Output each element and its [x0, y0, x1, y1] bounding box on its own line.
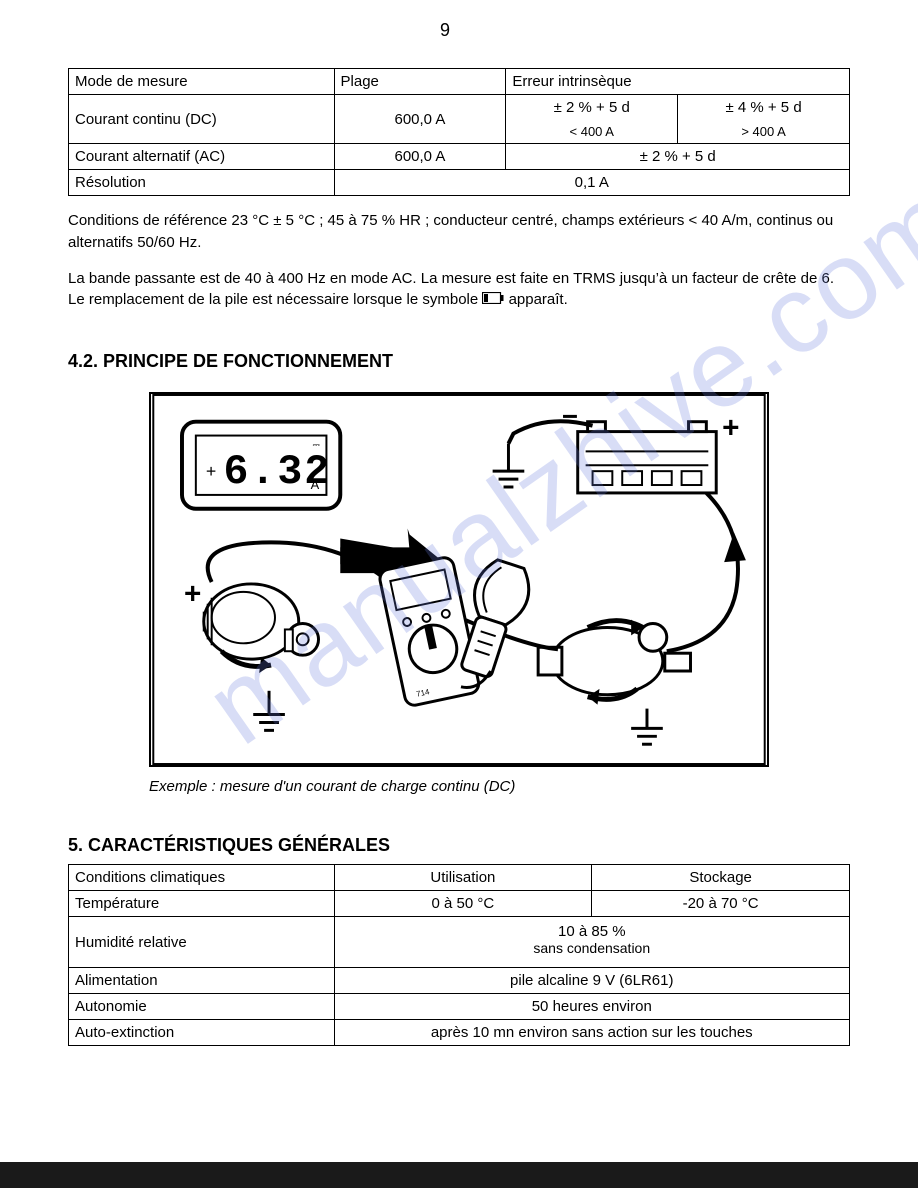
circuit-diagram: + 6.32 A ⎓ − +: [149, 392, 769, 767]
cell: 600,0 A: [334, 95, 506, 144]
display-mode-icon: ⎓: [313, 440, 320, 450]
cell: 0,1 A: [334, 170, 849, 196]
cell: Alimentation: [69, 968, 335, 994]
text-span: apparaît.: [509, 291, 568, 308]
cell: après 10 mn environ sans action sur les …: [334, 1020, 849, 1046]
bandwidth-text: La bande passante est de 40 à 400 Hz en …: [68, 268, 850, 312]
cell-value: 10 à 85 %: [558, 923, 626, 940]
cell: 600,0 A: [334, 144, 506, 170]
multimeter-display: + 6.32 A ⎓: [182, 422, 340, 509]
battery-icon: [482, 289, 504, 311]
table-row: Courant continu (DC) 600,0 A ± 2 % + 5 d…: [69, 95, 850, 121]
cell-header: Plage: [334, 69, 506, 95]
page-number: 9: [440, 20, 450, 41]
cell: Auto-extinction: [69, 1020, 335, 1046]
cell-header: Utilisation: [334, 865, 592, 891]
figure-caption: Exemple : mesure d'un courant de charge …: [149, 778, 769, 795]
cell: Résolution: [69, 170, 335, 196]
cell-note: sans condensation: [533, 940, 650, 956]
battery-plus-label: +: [722, 412, 739, 445]
cell: Autonomie: [69, 994, 335, 1020]
cell: Humidité relative: [69, 917, 335, 968]
table-row: Alimentation pile alcaline 9 V (6LR61): [69, 968, 850, 994]
table-row: Résolution 0,1 A: [69, 170, 850, 196]
reference-conditions-text: Conditions de référence 23 °C ± 5 °C ; 4…: [68, 210, 850, 254]
cell: Courant continu (DC): [69, 95, 335, 144]
spec-table-2: Conditions climatiques Utilisation Stock…: [68, 864, 850, 1046]
cell-header: Conditions climatiques: [69, 865, 335, 891]
cell: -20 à 70 °C: [592, 891, 850, 917]
table-row: Conditions climatiques Utilisation Stock…: [69, 865, 850, 891]
table-row: Température 0 à 50 °C -20 à 70 °C: [69, 891, 850, 917]
cell: ± 2 % + 5 d: [506, 144, 850, 170]
section-heading-5: 5. CARACTÉRISTIQUES GÉNÉRALES: [68, 835, 850, 856]
alternator-plus-label: +: [184, 578, 201, 611]
cell: ± 4 % + 5 d: [678, 95, 850, 121]
cell: > 400 A: [678, 120, 850, 144]
cell: < 400 A: [506, 120, 678, 144]
cell: 50 heures environ: [334, 994, 849, 1020]
display-unit: A: [311, 477, 320, 492]
cell: 10 à 85 % sans condensation: [334, 917, 849, 968]
section-heading-4-2: 4.2. PRINCIPE DE FONCTIONNEMENT: [68, 351, 850, 372]
text-span: La bande passante est de 40 à 400 Hz en …: [68, 270, 834, 309]
cell-header: Mode de mesure: [69, 69, 335, 95]
cell-header: Erreur intrinsèque: [506, 69, 850, 95]
cell: Température: [69, 891, 335, 917]
cell-header: Stockage: [592, 865, 850, 891]
cell: ± 2 % + 5 d: [506, 95, 678, 121]
footer-bar: [0, 1162, 918, 1188]
cell: pile alcaline 9 V (6LR61): [334, 968, 849, 994]
table-row: Humidité relative 10 à 85 % sans condens…: [69, 917, 850, 968]
table-row: Autonomie 50 heures environ: [69, 994, 850, 1020]
table-row: Courant alternatif (AC) 600,0 A ± 2 % + …: [69, 144, 850, 170]
cell: Courant alternatif (AC): [69, 144, 335, 170]
table-row: Auto-extinction après 10 mn environ sans…: [69, 1020, 850, 1046]
table-row: Mode de mesure Plage Erreur intrinsèque: [69, 69, 850, 95]
figure-container: + 6.32 A ⎓ − +: [149, 392, 769, 795]
spec-table-1: Mode de mesure Plage Erreur intrinsèque …: [68, 68, 850, 196]
cell: 0 à 50 °C: [334, 891, 592, 917]
battery-minus-label: −: [562, 401, 578, 432]
display-sign: +: [206, 463, 217, 483]
